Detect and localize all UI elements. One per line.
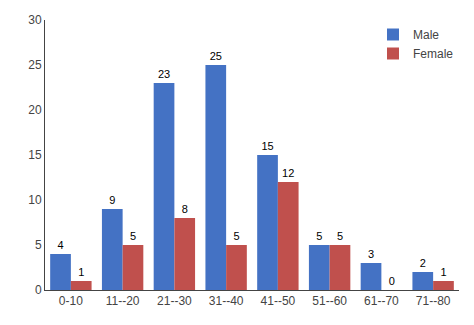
- svg-text:0: 0: [389, 275, 395, 287]
- svg-text:1: 1: [78, 266, 84, 278]
- svg-text:61--70: 61--70: [364, 294, 399, 308]
- svg-text:21--30: 21--30: [157, 294, 192, 308]
- svg-text:1: 1: [440, 266, 446, 278]
- svg-text:9: 9: [109, 194, 115, 206]
- svg-text:5: 5: [233, 230, 239, 242]
- svg-text:2: 2: [420, 257, 426, 269]
- svg-text:51--60: 51--60: [312, 294, 347, 308]
- svg-text:30: 30: [28, 13, 42, 27]
- svg-text:3: 3: [368, 248, 374, 260]
- svg-text:15: 15: [261, 140, 273, 152]
- svg-text:41--50: 41--50: [261, 294, 296, 308]
- svg-text:71--80: 71--80: [416, 294, 451, 308]
- svg-text:12: 12: [282, 167, 294, 179]
- svg-text:15: 15: [28, 148, 42, 162]
- svg-text:5: 5: [337, 230, 343, 242]
- svg-text:4: 4: [57, 239, 63, 251]
- svg-text:25: 25: [210, 50, 222, 62]
- svg-text:Female: Female: [413, 47, 453, 61]
- svg-text:25: 25: [28, 58, 42, 72]
- svg-text:5: 5: [35, 238, 42, 252]
- svg-text:5: 5: [130, 230, 136, 242]
- svg-text:23: 23: [158, 68, 170, 80]
- svg-text:Male: Male: [413, 28, 439, 42]
- svg-text:0: 0: [35, 283, 42, 297]
- svg-text:5: 5: [316, 230, 322, 242]
- svg-text:10: 10: [28, 193, 42, 207]
- svg-text:31--40: 31--40: [209, 294, 244, 308]
- svg-text:8: 8: [182, 203, 188, 215]
- svg-text:11--20: 11--20: [106, 294, 140, 308]
- svg-text:0-10: 0-10: [59, 294, 83, 308]
- svg-text:20: 20: [28, 103, 42, 117]
